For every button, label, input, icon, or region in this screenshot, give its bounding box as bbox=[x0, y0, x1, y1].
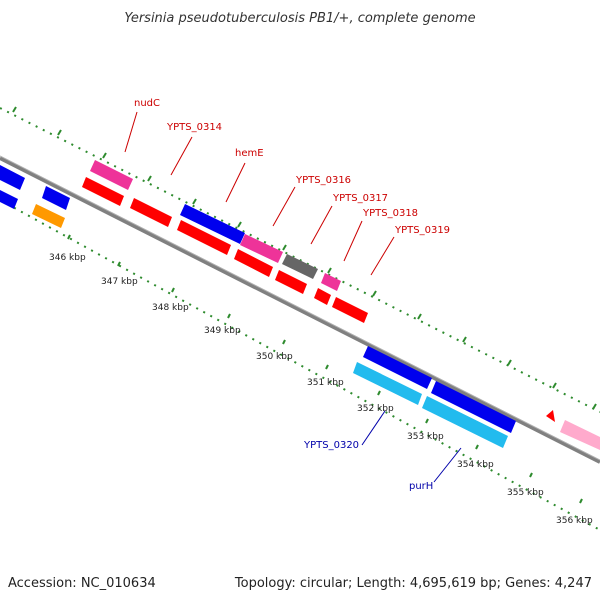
gene-orange[interactable] bbox=[32, 204, 65, 228]
kbp-label: 352 kbp bbox=[357, 404, 394, 414]
kbp-label: 350 kbp bbox=[256, 352, 293, 362]
map-title: Yersinia pseudotuberculosis PB1/+, compl… bbox=[124, 11, 475, 26]
inner-gene-labels: YPTS_0320 purH bbox=[303, 440, 433, 492]
label-YPTS_0320[interactable]: YPTS_0320 bbox=[303, 440, 359, 451]
kbp-label: 346 kbp bbox=[49, 253, 86, 263]
gene-red-4[interactable] bbox=[234, 249, 273, 277]
genome-summary-text: Topology: circular; Length: 4,695,619 bp… bbox=[234, 576, 592, 591]
label-YPTS_0318[interactable]: YPTS_0318 bbox=[362, 208, 418, 219]
inner-gene-track bbox=[0, 177, 508, 448]
label-purH[interactable]: purH bbox=[409, 481, 433, 492]
inner-major-ticks bbox=[67, 234, 583, 504]
kbp-label: 354 kbp bbox=[457, 460, 494, 470]
kbp-label: 355 kbp bbox=[507, 488, 544, 498]
kbp-label: 347 kbp bbox=[101, 277, 138, 287]
outer-tick-track bbox=[0, 107, 600, 413]
label-YPTS_0317[interactable]: YPTS_0317 bbox=[332, 193, 388, 204]
kbp-label: 353 kbp bbox=[407, 432, 444, 442]
gene-red-5[interactable] bbox=[275, 270, 307, 294]
outer-label-leaders bbox=[124, 111, 395, 276]
gene-left-blue-3[interactable] bbox=[0, 190, 18, 209]
gene-pink-right[interactable] bbox=[560, 420, 600, 450]
outer-gene-track bbox=[0, 160, 600, 450]
genome-backbone-highlight bbox=[0, 155, 600, 461]
outer-gene-labels: nudC YPTS_0314 hemE YPTS_0316 YPTS_0317 … bbox=[134, 98, 450, 236]
kbp-label: 356 kbp bbox=[556, 516, 593, 526]
kbp-scale-labels: 346 kbp 347 kbp 348 kbp 349 kbp 350 kbp … bbox=[49, 253, 593, 526]
label-YPTS_0316[interactable]: YPTS_0316 bbox=[295, 175, 351, 186]
gene-left-blue-2[interactable] bbox=[42, 186, 70, 210]
accession-text: Accession: NC_010634 bbox=[8, 576, 156, 591]
gene-hemE[interactable] bbox=[180, 204, 245, 244]
label-hemE[interactable]: hemE bbox=[235, 148, 264, 159]
kbp-label: 348 kbp bbox=[152, 303, 189, 313]
gene-YPTS_0317[interactable] bbox=[282, 254, 318, 279]
gene-left-blue-1[interactable] bbox=[0, 165, 25, 190]
gene-purH[interactable] bbox=[422, 396, 508, 448]
gene-YPTS_0318[interactable] bbox=[321, 273, 341, 291]
outer-major-ticks bbox=[12, 106, 597, 410]
gene-red-6[interactable] bbox=[314, 288, 331, 305]
gene-YPTS_0320[interactable] bbox=[353, 362, 422, 405]
gene-outer-blue-long[interactable] bbox=[363, 346, 432, 389]
inner-label-leaders bbox=[361, 410, 462, 483]
label-YPTS_0314[interactable]: YPTS_0314 bbox=[166, 122, 222, 133]
gene-nudC[interactable] bbox=[90, 160, 133, 190]
gene-red-1[interactable] bbox=[82, 177, 124, 206]
gene-red-3[interactable] bbox=[177, 220, 231, 255]
gene-red-7[interactable] bbox=[332, 297, 368, 323]
inner-tick-track bbox=[0, 199, 600, 531]
kbp-label: 351 kbp bbox=[307, 378, 344, 388]
label-nudC[interactable]: nudC bbox=[134, 98, 160, 109]
gene-red-2[interactable] bbox=[130, 198, 172, 227]
genome-backbone bbox=[0, 156, 600, 464]
gene-small-red-arrow[interactable] bbox=[546, 410, 555, 422]
kbp-label: 349 kbp bbox=[204, 326, 241, 336]
gene-YPTS_0316[interactable] bbox=[240, 234, 283, 263]
label-YPTS_0319[interactable]: YPTS_0319 bbox=[394, 225, 450, 236]
gene-outer-blue-long-2[interactable] bbox=[431, 381, 516, 433]
